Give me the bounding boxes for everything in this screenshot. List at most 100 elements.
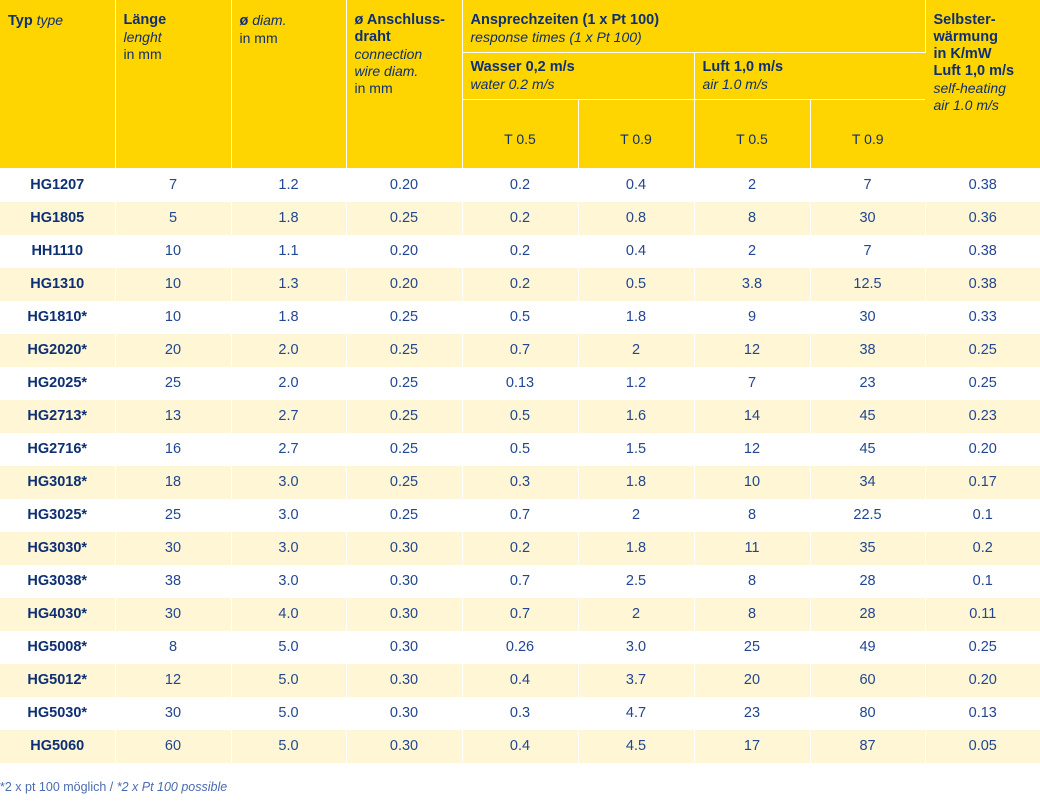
- value-cell: 0.2: [462, 168, 579, 202]
- value-cell: 34: [810, 465, 926, 499]
- value-cell: 17: [694, 729, 811, 763]
- table-row: HG1310 10 1.3 0.20 0.2 0.5 3.8 12.5 0.38: [0, 267, 1040, 301]
- value-cell: 2: [694, 234, 811, 268]
- header-self-heating: Selbster- wärmung in K/mW Luft 1,0 m/s s…: [925, 0, 1040, 169]
- value-cell: 2: [694, 168, 811, 202]
- value-cell: 18: [115, 465, 232, 499]
- table-row: HG1805 5 1.8 0.25 0.2 0.8 8 30 0.36: [0, 201, 1040, 235]
- value-cell: 0.7: [462, 564, 579, 598]
- value-cell: 10: [115, 300, 232, 334]
- value-cell: 5: [115, 201, 232, 235]
- table-row: HG5008* 8 5.0 0.30 0.26 3.0 25 49 0.25: [0, 630, 1040, 664]
- type-cell: HG1810*: [0, 300, 116, 334]
- value-cell: 38: [810, 333, 926, 367]
- value-cell: 30: [810, 201, 926, 235]
- sensor-table: Typ type Länge lenght in mm ø diam. in m…: [0, 0, 1040, 763]
- value-cell: 23: [694, 696, 811, 730]
- value-cell: 0.30: [346, 597, 463, 631]
- type-cell: HH1110: [0, 234, 116, 268]
- value-cell: 2: [578, 597, 695, 631]
- value-cell: 0.7: [462, 597, 579, 631]
- value-cell: 0.30: [346, 663, 463, 697]
- value-cell: 28: [810, 564, 926, 598]
- value-cell: 0.30: [346, 696, 463, 730]
- value-cell: 0.38: [925, 234, 1040, 268]
- value-cell: 5.0: [231, 696, 347, 730]
- value-cell: 0.13: [925, 696, 1040, 730]
- value-cell: 0.30: [346, 531, 463, 565]
- value-cell: 0.20: [925, 663, 1040, 697]
- value-cell: 8: [115, 630, 232, 664]
- type-cell: HG2025*: [0, 366, 116, 400]
- value-cell: 10: [115, 267, 232, 301]
- type-cell: HG2020*: [0, 333, 116, 367]
- value-cell: 49: [810, 630, 926, 664]
- value-cell: 0.4: [578, 168, 695, 202]
- value-cell: 0.25: [346, 399, 463, 433]
- value-cell: 0.2: [462, 267, 579, 301]
- value-cell: 20: [694, 663, 811, 697]
- header-wire: ø Anschluss- draht connection wire diam.…: [346, 0, 463, 169]
- value-cell: 0.25: [346, 432, 463, 466]
- type-cell: HG2716*: [0, 432, 116, 466]
- value-cell: 1.1: [231, 234, 347, 268]
- type-cell: HG3025*: [0, 498, 116, 532]
- value-cell: 1.8: [578, 300, 695, 334]
- value-cell: 12.5: [810, 267, 926, 301]
- type-cell: HG1207: [0, 168, 116, 202]
- table-row: HG3025* 25 3.0 0.25 0.7 2 8 22.5 0.1: [0, 498, 1040, 532]
- value-cell: 30: [115, 597, 232, 631]
- header-water-t09: T 0.9: [578, 99, 695, 169]
- value-cell: 60: [115, 729, 232, 763]
- value-cell: 3.0: [231, 498, 347, 532]
- value-cell: 2.0: [231, 366, 347, 400]
- value-cell: 1.8: [578, 465, 695, 499]
- value-cell: 0.2: [925, 531, 1040, 565]
- value-cell: 12: [694, 333, 811, 367]
- value-cell: 0.36: [925, 201, 1040, 235]
- value-cell: 0.3: [462, 696, 579, 730]
- table-row: HG4030* 30 4.0 0.30 0.7 2 8 28 0.11: [0, 597, 1040, 631]
- value-cell: 0.20: [925, 432, 1040, 466]
- value-cell: 80: [810, 696, 926, 730]
- table-body: HG1207 7 1.2 0.20 0.2 0.4 2 7 0.38 HG1805 5 1.8 0.25…: [0, 168, 1040, 763]
- value-cell: 0.1: [925, 564, 1040, 598]
- value-cell: 0.30: [346, 729, 463, 763]
- value-cell: 0.33: [925, 300, 1040, 334]
- value-cell: 8: [694, 498, 811, 532]
- value-cell: 0.5: [462, 399, 579, 433]
- table-row: HG3038* 38 3.0 0.30 0.7 2.5 8 28 0.1: [0, 564, 1040, 598]
- type-cell: HG5012*: [0, 663, 116, 697]
- type-cell: HG2713*: [0, 399, 116, 433]
- value-cell: 0.2: [462, 201, 579, 235]
- value-cell: 3.0: [578, 630, 695, 664]
- value-cell: 1.6: [578, 399, 695, 433]
- type-cell: HG1310: [0, 267, 116, 301]
- value-cell: 20: [115, 333, 232, 367]
- value-cell: 4.0: [231, 597, 347, 631]
- value-cell: 4.7: [578, 696, 695, 730]
- value-cell: 2.7: [231, 399, 347, 433]
- value-cell: 0.25: [346, 465, 463, 499]
- value-cell: 0.25: [346, 366, 463, 400]
- value-cell: 38: [115, 564, 232, 598]
- table-row: HG2020* 20 2.0 0.25 0.7 2 12 38 0.25: [0, 333, 1040, 367]
- header-response: Ansprechzeiten (1 x Pt 100) response tim…: [462, 0, 926, 53]
- header-length: Länge lenght in mm: [115, 0, 232, 169]
- value-cell: 1.3: [231, 267, 347, 301]
- value-cell: 1.8: [231, 300, 347, 334]
- value-cell: 0.05: [925, 729, 1040, 763]
- value-cell: 0.30: [346, 630, 463, 664]
- value-cell: 87: [810, 729, 926, 763]
- value-cell: 0.4: [462, 663, 579, 697]
- value-cell: 1.2: [578, 366, 695, 400]
- value-cell: 0.3: [462, 465, 579, 499]
- value-cell: 0.7: [462, 498, 579, 532]
- value-cell: 5.0: [231, 663, 347, 697]
- value-cell: 3.8: [694, 267, 811, 301]
- value-cell: 5.0: [231, 630, 347, 664]
- value-cell: 23: [810, 366, 926, 400]
- value-cell: 1.5: [578, 432, 695, 466]
- value-cell: 0.25: [925, 630, 1040, 664]
